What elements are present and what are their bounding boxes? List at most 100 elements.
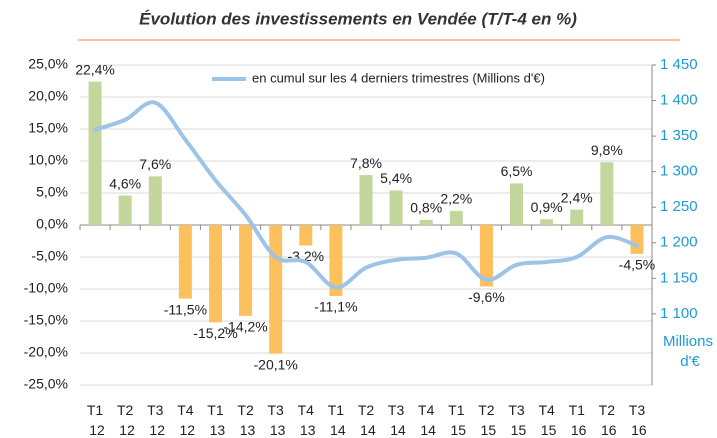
x-tick-label-line: 12 bbox=[85, 422, 105, 438]
x-tick-label-line: T1 bbox=[207, 402, 224, 418]
x-tick-label: T1 12 bbox=[85, 402, 105, 438]
x-tick-label-line: T2 bbox=[117, 402, 134, 418]
bar bbox=[269, 225, 283, 354]
x-tick-label-line: T3 bbox=[629, 402, 646, 418]
x-tick-label: T1 13 bbox=[206, 402, 226, 438]
y-tick-label: -10,0% bbox=[24, 280, 68, 296]
x-tick-label-line: 15 bbox=[507, 422, 527, 438]
bar bbox=[359, 175, 373, 225]
x-tick-label-line: 12 bbox=[115, 422, 135, 438]
bar bbox=[630, 225, 644, 254]
x-tick-label-line: T1 bbox=[569, 402, 586, 418]
y2-axis-label: Millions d'€ bbox=[663, 333, 713, 370]
y-tick-label: 15,0% bbox=[28, 120, 68, 136]
y-tick-label: -5,0% bbox=[31, 248, 68, 264]
x-tick-label-line: T2 bbox=[237, 402, 254, 418]
x-tick-label-line: 15 bbox=[447, 422, 467, 438]
x-tick-label-line: T3 bbox=[147, 402, 164, 418]
x-tick-label: T3 15 bbox=[507, 402, 527, 438]
y2-tick-label: 1 200 bbox=[660, 234, 698, 251]
bar bbox=[299, 225, 313, 246]
x-tick-label: T1 14 bbox=[326, 402, 346, 438]
y-tick-label: 10,0% bbox=[28, 152, 68, 168]
legend-label: en cumul sur les 4 derniers trimestres (… bbox=[252, 70, 545, 85]
x-tick-label: T4 13 bbox=[296, 402, 316, 438]
x-tick-label: T1 15 bbox=[447, 402, 467, 438]
x-tick-label-line: 14 bbox=[356, 422, 376, 438]
bar bbox=[510, 183, 524, 225]
x-tick-label: T3 12 bbox=[146, 402, 166, 438]
x-tick-label: T2 14 bbox=[356, 402, 376, 438]
x-tick-label-line: 15 bbox=[477, 422, 497, 438]
value-label: 6,5% bbox=[501, 163, 533, 179]
x-tick-label-line: 15 bbox=[537, 422, 557, 438]
x-tick-label-line: 13 bbox=[206, 422, 226, 438]
value-label: -20,1% bbox=[254, 356, 298, 372]
value-label: 7,6% bbox=[139, 156, 171, 172]
x-tick-label-line: 14 bbox=[416, 422, 436, 438]
value-label: -11,5% bbox=[164, 301, 207, 317]
x-tick-label-line: T2 bbox=[358, 402, 375, 418]
value-label: 9,8% bbox=[591, 142, 623, 158]
value-label: -14,2% bbox=[223, 319, 267, 335]
x-tick-label: T4 14 bbox=[416, 402, 436, 438]
value-label: 0,9% bbox=[531, 199, 563, 215]
x-tick-label: T2 12 bbox=[115, 402, 135, 438]
x-tick-label-line: 13 bbox=[236, 422, 256, 438]
bar bbox=[449, 210, 463, 225]
bar bbox=[540, 219, 554, 225]
bar bbox=[118, 195, 132, 225]
bar bbox=[148, 176, 162, 225]
bar bbox=[570, 209, 584, 225]
x-tick-label: T1 16 bbox=[567, 402, 587, 438]
x-tick-label-line: T3 bbox=[508, 402, 525, 418]
x-tick-label-line: T2 bbox=[599, 402, 616, 418]
value-label: 7,8% bbox=[350, 155, 382, 171]
x-tick-label-line: 13 bbox=[296, 422, 316, 438]
x-tick-label-line: 16 bbox=[597, 422, 617, 438]
value-label: 5,4% bbox=[380, 170, 412, 186]
y-tick-label: 20,0% bbox=[28, 88, 68, 104]
value-label: -9,6% bbox=[468, 289, 505, 305]
y2-axis-label-line: d'€ bbox=[676, 353, 700, 370]
bar bbox=[88, 81, 102, 225]
value-label: -4,5% bbox=[619, 257, 656, 273]
x-tick-label-line: 14 bbox=[326, 422, 346, 438]
x-tick-label-line: T1 bbox=[448, 402, 465, 418]
x-tick-label-line: 16 bbox=[567, 422, 587, 438]
value-label: 4,6% bbox=[109, 175, 141, 191]
value-label: 2,2% bbox=[440, 191, 472, 207]
y2-tick-label: 1 300 bbox=[660, 163, 698, 180]
bar bbox=[419, 219, 433, 225]
x-tick-label-line: T4 bbox=[177, 402, 194, 418]
value-label: 0,8% bbox=[410, 200, 442, 216]
line-series bbox=[93, 100, 639, 290]
bar bbox=[208, 225, 222, 323]
x-tick-label-line: T4 bbox=[538, 402, 555, 418]
y2-tick-label: 1 400 bbox=[660, 92, 698, 109]
x-tick-label-line: 12 bbox=[146, 422, 166, 438]
value-label: 22,4% bbox=[75, 61, 115, 77]
x-tick-label: T2 13 bbox=[236, 402, 256, 438]
y2-tick-label: 1 150 bbox=[660, 269, 698, 286]
x-tick-label: T3 13 bbox=[266, 402, 286, 438]
x-tick-label-line: T4 bbox=[298, 402, 315, 418]
y2-tick-label: 1 100 bbox=[660, 305, 698, 322]
x-tick-label: T3 14 bbox=[386, 402, 406, 438]
y-tick-label: 25,0% bbox=[28, 56, 68, 72]
y-tick-label: -20,0% bbox=[24, 344, 68, 360]
value-label: -15,2% bbox=[193, 325, 237, 341]
x-tick-label-line: 14 bbox=[386, 422, 406, 438]
x-tick-label-line: 13 bbox=[266, 422, 286, 438]
y-tick-label: -25,0% bbox=[24, 376, 68, 392]
bar bbox=[479, 225, 493, 287]
x-tick-label-line: T1 bbox=[328, 402, 345, 418]
bar bbox=[329, 225, 343, 297]
bar bbox=[600, 162, 614, 225]
x-tick-label-line: 16 bbox=[627, 422, 647, 438]
x-tick-label-line: 12 bbox=[176, 422, 196, 438]
value-label: 2,4% bbox=[561, 189, 593, 205]
x-tick-label-line: T3 bbox=[388, 402, 405, 418]
y2-axis-label-line: Millions bbox=[663, 333, 713, 350]
